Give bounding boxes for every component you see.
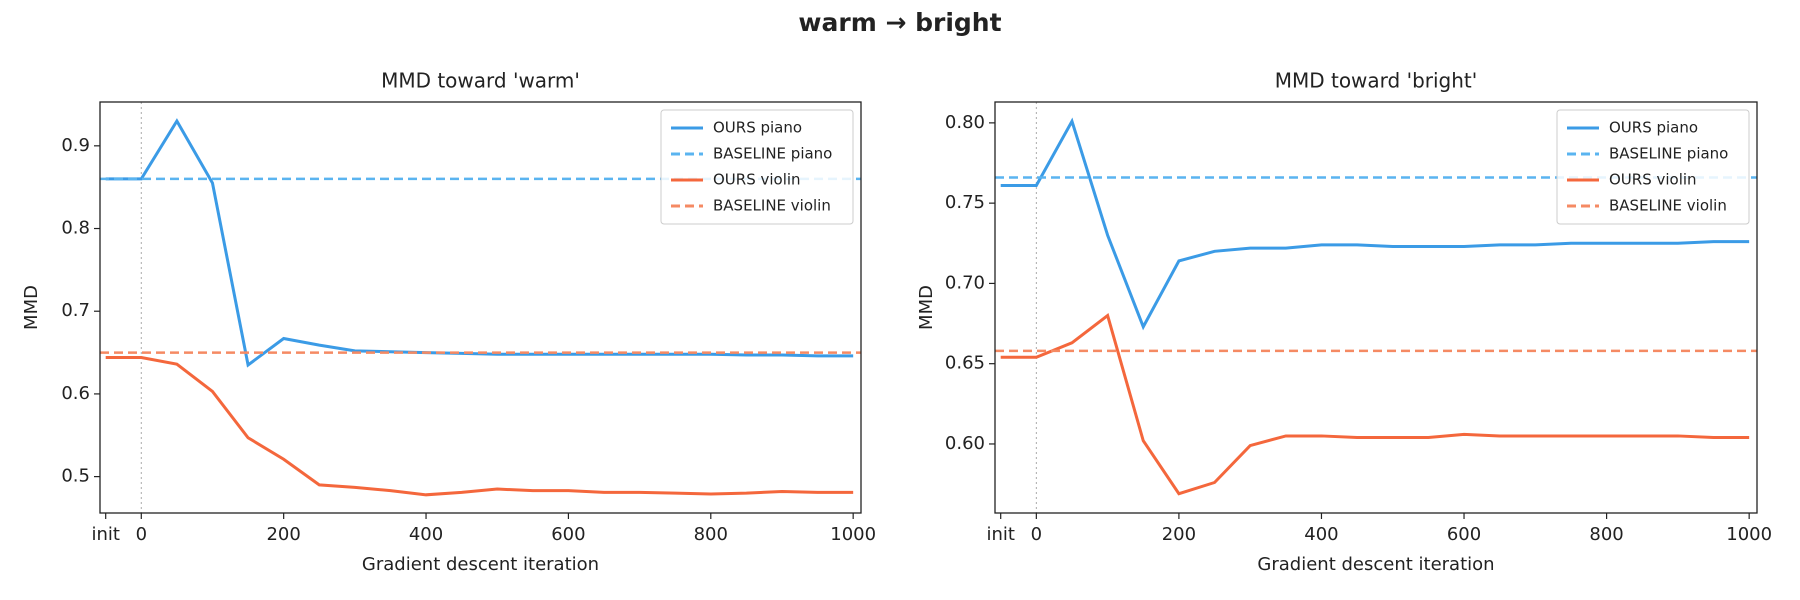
legend-label: BASELINE violin (713, 197, 831, 215)
legend-label: OURS piano (1609, 119, 1698, 137)
legend-box (1556, 109, 1750, 225)
x-tick-label: 600 (1447, 524, 1481, 545)
y-tick-label: 0.6 (61, 383, 90, 404)
y-tick-label: 0.7 (61, 300, 90, 321)
y-tick-label: 0.9 (61, 135, 90, 156)
legend-label: OURS violin (1609, 171, 1697, 189)
legend-label: OURS piano (713, 119, 802, 137)
legend-box (660, 109, 854, 225)
legend-label: OURS violin (713, 171, 801, 189)
legend-label: BASELINE piano (1609, 145, 1728, 163)
y-axis-label: MMD (916, 285, 937, 330)
y-tick-label: 0.75 (945, 192, 985, 213)
x-tick-label: 200 (266, 524, 300, 545)
x-tick-label: 200 (1162, 524, 1196, 545)
x-tick-label: 400 (1304, 524, 1338, 545)
x-tick-label: 1000 (1726, 524, 1772, 545)
x-axis-label: Gradient descent iteration (1257, 554, 1494, 575)
data-line (1000, 117, 1750, 331)
axes-title: MMD toward 'bright' (1275, 69, 1478, 93)
data-line (105, 356, 854, 497)
y-tick-label: 0.60 (945, 433, 985, 454)
legend-label: BASELINE piano (713, 145, 832, 163)
figure-title: warm → bright (798, 8, 1001, 37)
axes-frame (994, 101, 1758, 514)
y-tick-label: 0.5 (61, 466, 90, 487)
y-tick-label: 0.65 (945, 353, 985, 374)
y-tick-label: 0.70 (945, 272, 985, 293)
axes-title: MMD toward 'warm' (381, 69, 580, 93)
x-tick-label: 400 (409, 524, 443, 545)
x-tick-label: 600 (551, 524, 585, 545)
x-tick-label: 800 (694, 524, 728, 545)
y-tick-label: 0.8 (61, 218, 90, 239)
data-line (1000, 312, 1750, 496)
x-tick-label: 0 (136, 524, 147, 545)
x-tick-label: 1000 (830, 524, 876, 545)
x-tick-label: init (986, 524, 1014, 545)
legend-label: BASELINE violin (1609, 197, 1727, 215)
axes-frame (99, 101, 862, 514)
y-axis-label: MMD (21, 285, 42, 330)
x-tick-label: init (91, 524, 119, 545)
y-tick-label: 0.80 (945, 112, 985, 133)
x-tick-label: 800 (1589, 524, 1623, 545)
x-tick-label: 0 (1031, 524, 1042, 545)
x-axis-label: Gradient descent iteration (362, 554, 599, 575)
